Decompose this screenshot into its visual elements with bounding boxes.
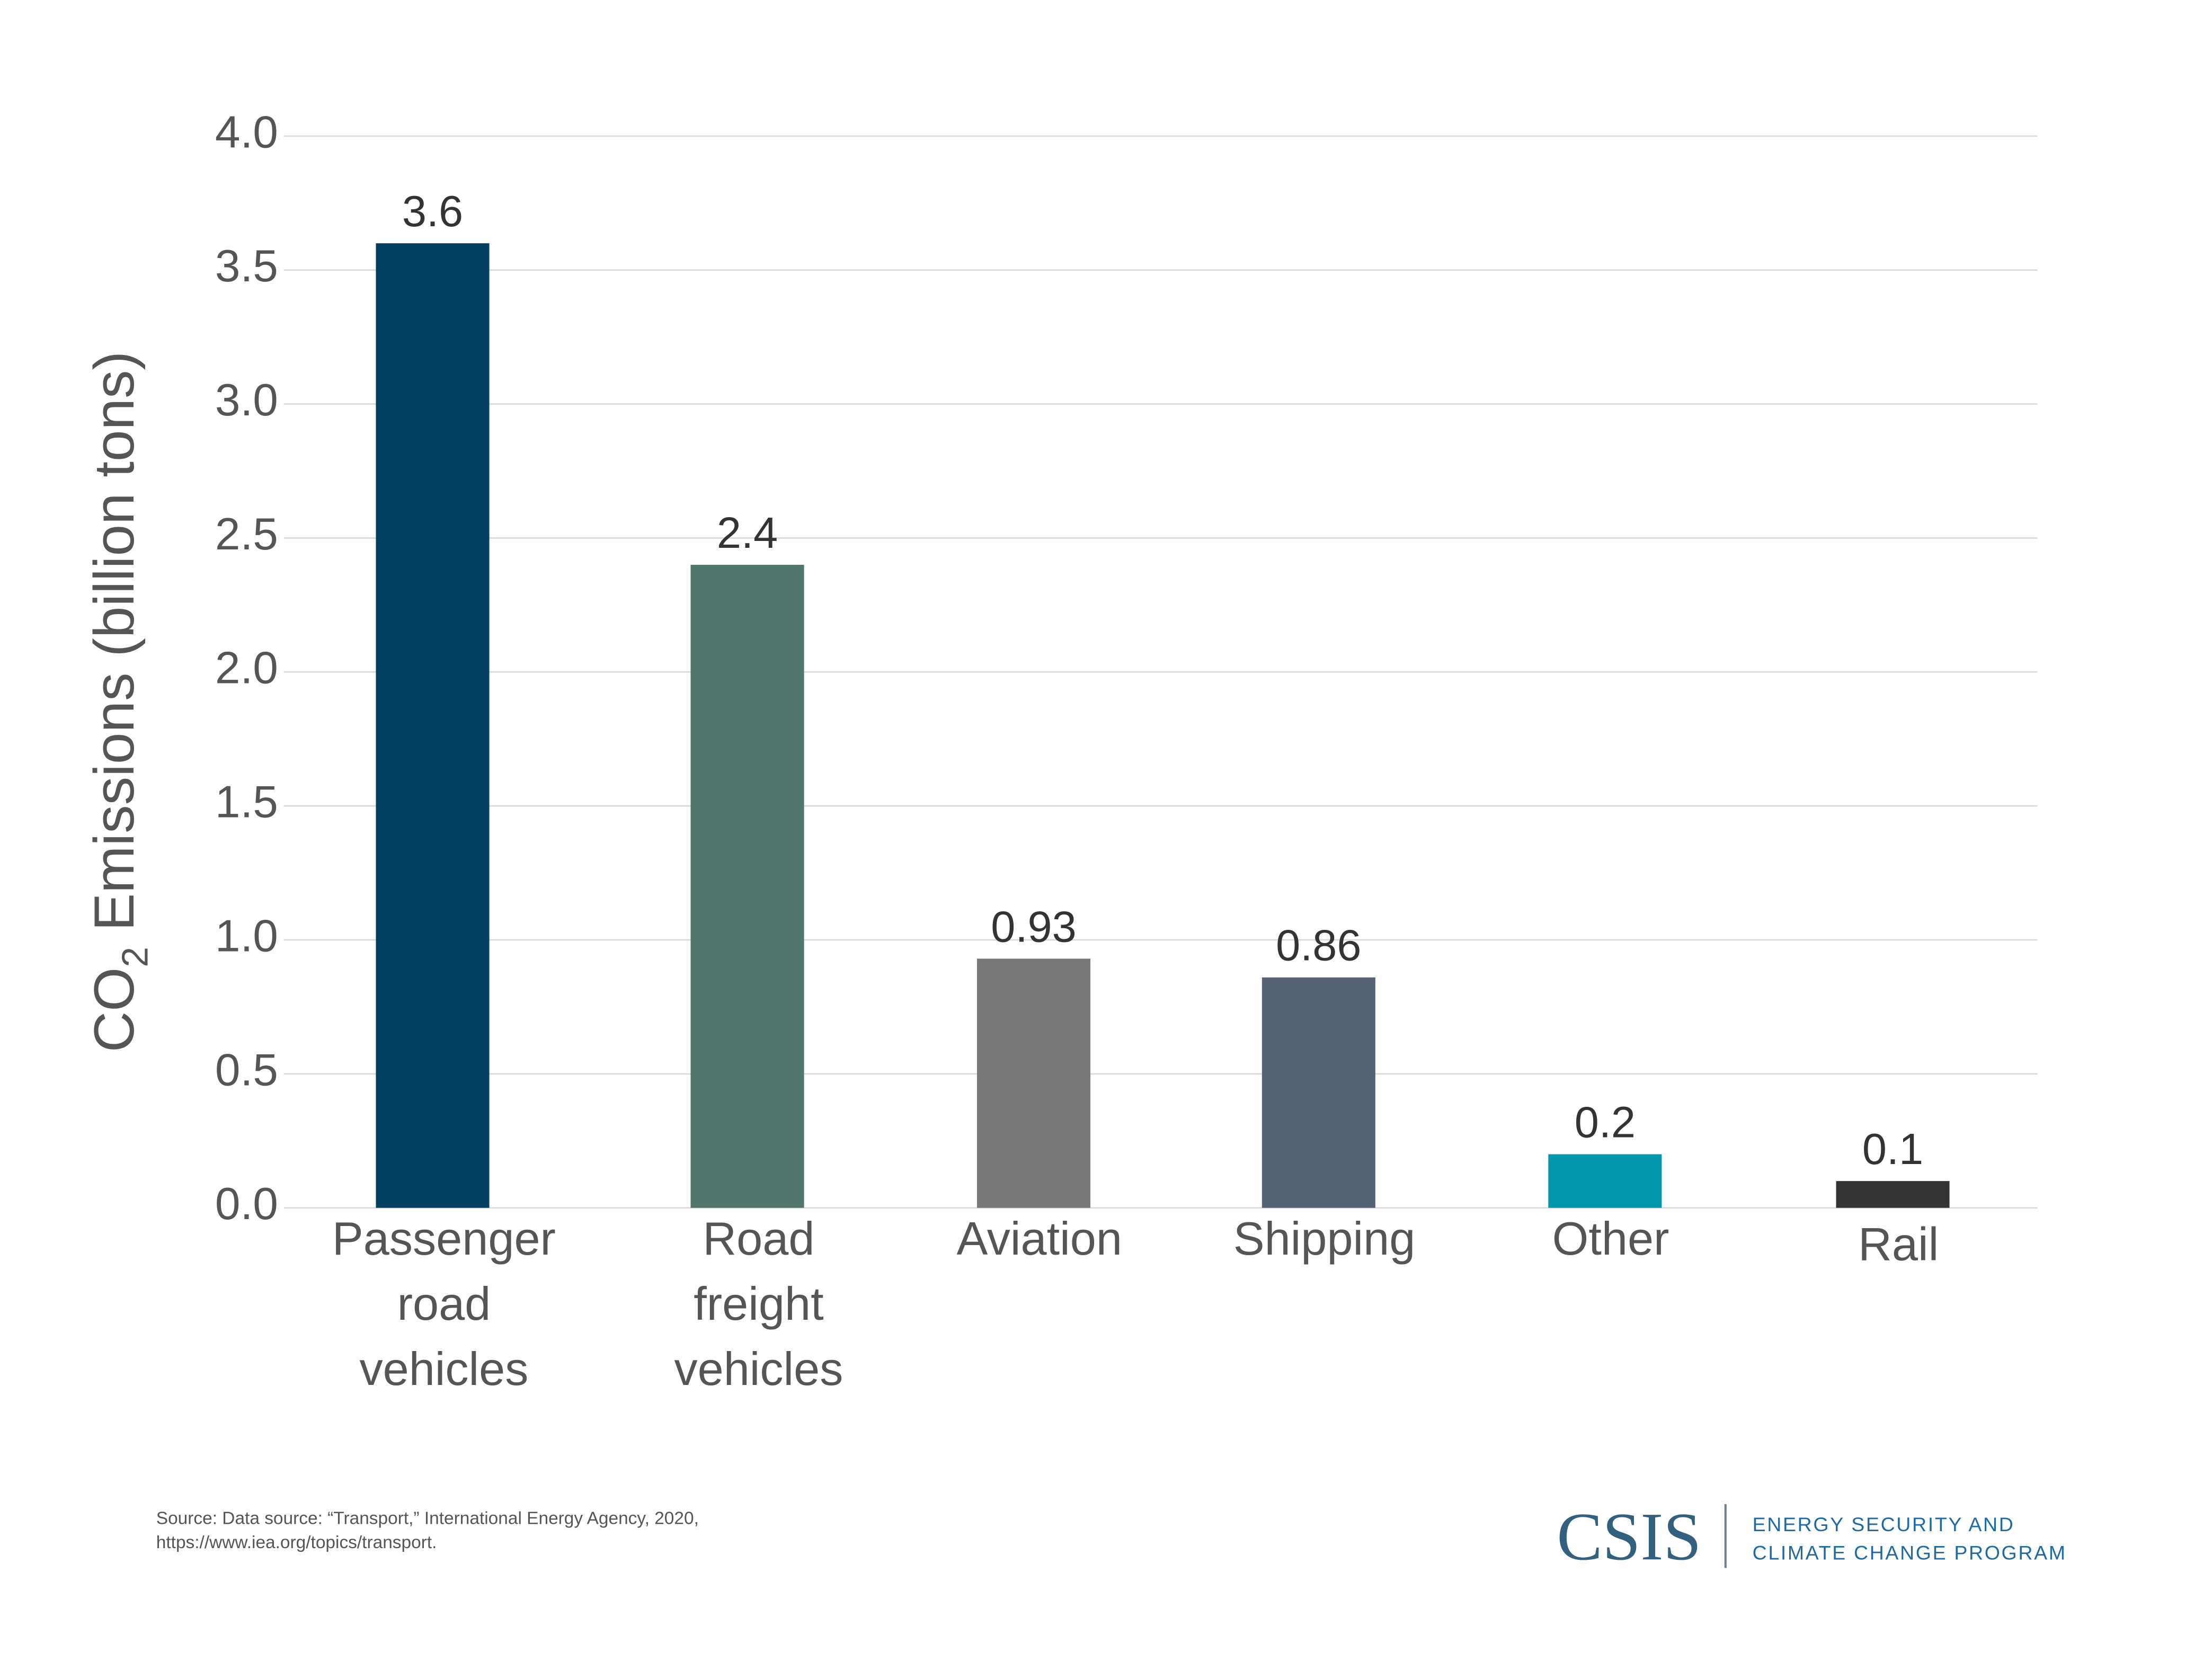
csis-logo: CSIS ENERGY SECURITY AND CLIMATE CHANGE …: [1557, 1499, 2067, 1574]
data-label: 0.2: [1575, 1097, 1636, 1147]
data-label: 0.86: [1276, 921, 1361, 970]
source-line-2: https://www.iea.org/topics/transport.: [156, 1533, 437, 1552]
bar: [1262, 977, 1375, 1208]
category-label: road: [397, 1277, 491, 1330]
gridlines: [283, 135, 2038, 1209]
svg-text:CSIS: CSIS: [1557, 1499, 1701, 1574]
bar: [376, 243, 490, 1208]
category-label: Passenger: [332, 1212, 556, 1265]
bar: [977, 958, 1091, 1208]
y-tick-label: 3.5: [215, 241, 278, 291]
x-axis-categories: Passenger road vehicles Road freight vehicles…: [332, 1212, 1939, 1395]
program-name-line-2: CLIMATE CHANGE PROGRAM: [1753, 1541, 2067, 1564]
category-label: Shipping: [1233, 1212, 1416, 1265]
y-tick-label: 1.0: [215, 910, 278, 961]
category-label: vehicles: [359, 1343, 528, 1395]
program-name-line-1: ENERGY SECURITY AND: [1753, 1513, 2015, 1535]
y-tick-label: 4.0: [215, 106, 278, 157]
y-axis-label: CO2 Emissions (billion tons): [82, 351, 156, 1052]
bar: [1836, 1181, 1950, 1208]
bar: [1548, 1154, 1662, 1208]
y-axis-ticks: 0.0 0.5 1.0 1.5 2.0 2.5 3.0 3.5 4.0: [215, 106, 278, 1229]
bar: [690, 565, 804, 1208]
data-label: 0.1: [1862, 1124, 1923, 1174]
y-tick-label: 3.0: [215, 375, 278, 425]
category-label: Other: [1552, 1212, 1669, 1265]
data-label: 0.93: [991, 902, 1076, 951]
source-line-1: Source: Data source: “Transport,” Intern…: [156, 1508, 699, 1528]
category-label: vehicles: [674, 1343, 843, 1395]
category-label: Road: [703, 1212, 814, 1265]
bars: 3.6 2.4 0.93 0.86 0.2 0.1: [376, 186, 1950, 1208]
data-label: 2.4: [717, 508, 778, 557]
y-tick-label: 0.0: [215, 1178, 278, 1229]
y-tick-label: 0.5: [215, 1044, 278, 1095]
y-tick-label: 2.0: [215, 643, 278, 694]
y-tick-label: 2.5: [215, 509, 278, 559]
data-label: 3.6: [402, 186, 463, 236]
y-tick-label: 1.5: [215, 777, 278, 828]
category-label: Aviation: [956, 1212, 1122, 1265]
category-label: freight: [694, 1277, 823, 1330]
category-label: Rail: [1858, 1218, 1939, 1271]
